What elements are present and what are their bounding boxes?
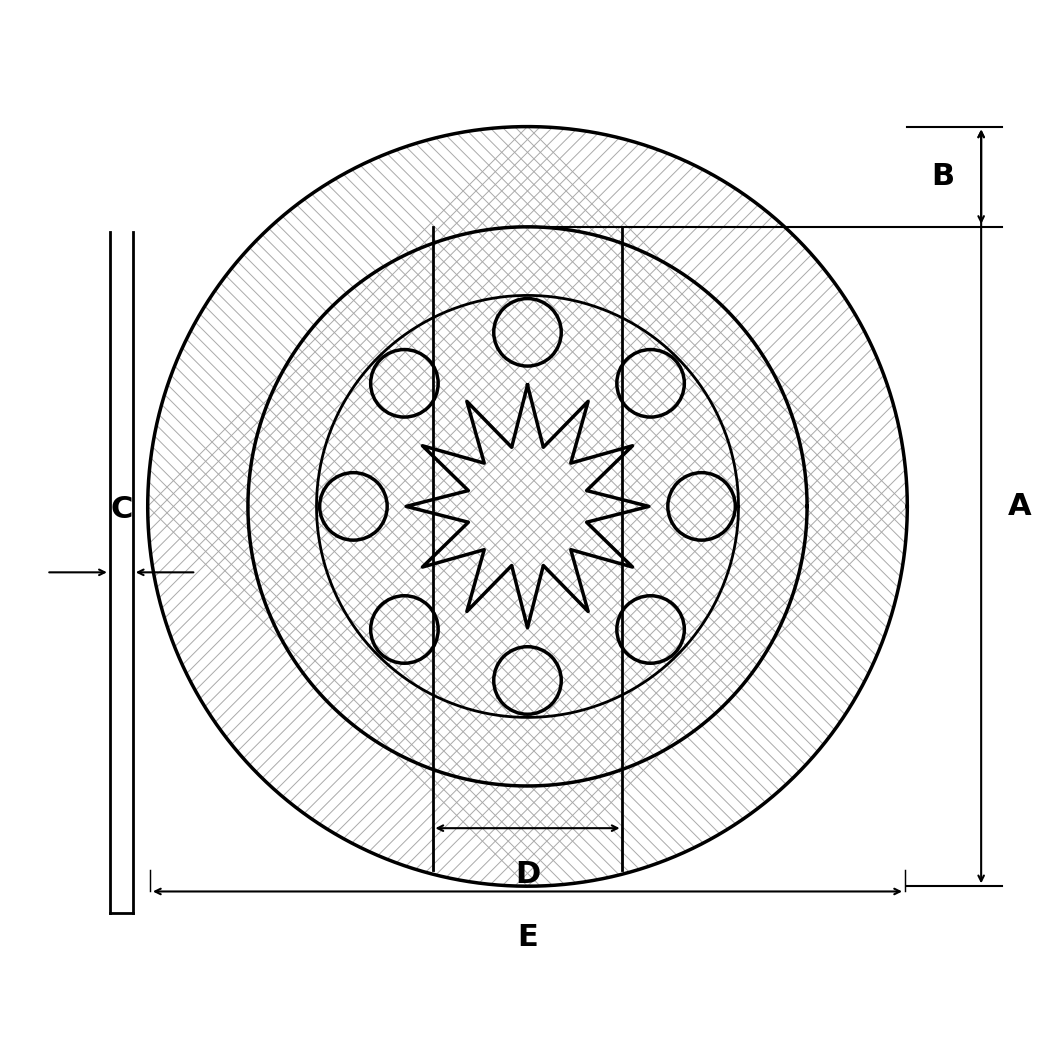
Text: C: C [110, 495, 133, 523]
Text: A: A [1008, 492, 1031, 521]
Text: B: B [932, 162, 955, 191]
Text: D: D [515, 860, 540, 888]
Text: E: E [517, 923, 538, 952]
